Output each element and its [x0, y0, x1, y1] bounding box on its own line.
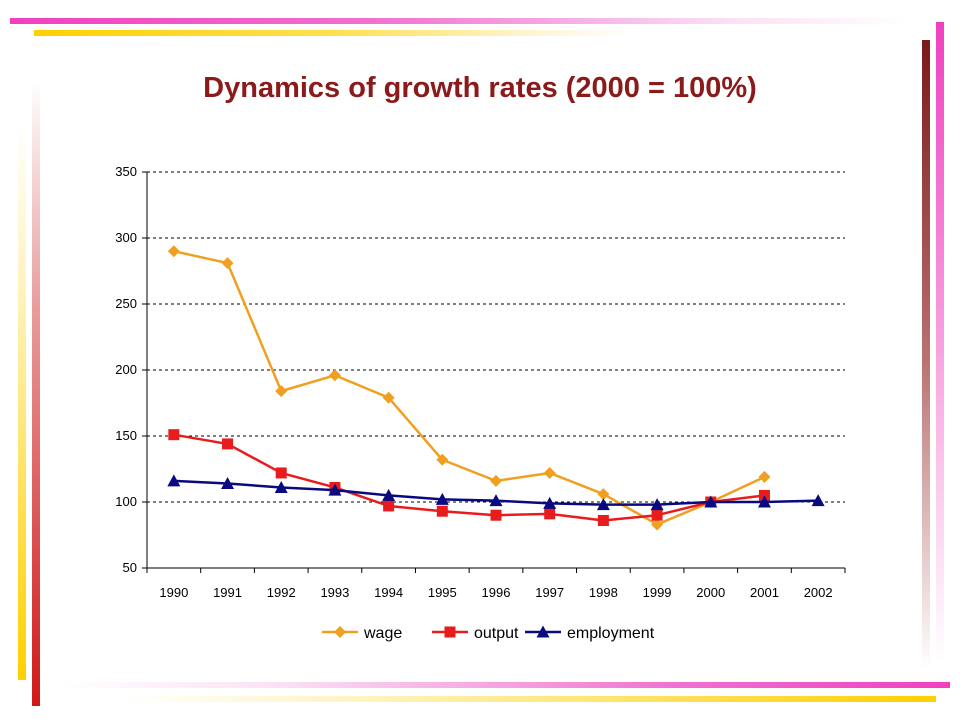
series-line-wage	[173, 249, 765, 526]
x-tick-label-2000: 2000	[696, 585, 725, 600]
decor-bar-right-pink	[936, 22, 944, 662]
point-employment-1999	[650, 498, 664, 511]
point-wage-1997	[543, 466, 556, 479]
legend-marker-output	[444, 626, 456, 638]
y-tick-label-100: 100	[115, 494, 137, 509]
point-wage-1993	[328, 369, 341, 382]
point-employment-1992	[274, 480, 288, 493]
legend-label-employment: employment	[567, 625, 655, 642]
point-employment-1997	[543, 496, 557, 509]
y-tick-label-150: 150	[115, 428, 137, 443]
decor-bar-top-pink	[10, 18, 910, 24]
point-output-1991	[222, 438, 234, 450]
point-wage-2001	[758, 470, 771, 483]
point-wage-1995	[436, 453, 449, 466]
series-line-output	[173, 433, 765, 522]
point-output-1997	[544, 508, 556, 520]
x-tick-label-1993: 1993	[320, 585, 349, 600]
x-tick-label-1992: 1992	[267, 585, 296, 600]
x-tick-label-2001: 2001	[750, 585, 779, 600]
y-tick-label-350: 350	[115, 164, 137, 179]
point-wage-1990	[167, 245, 180, 258]
point-wage-1991	[221, 257, 234, 270]
point-employment-1993	[328, 483, 342, 496]
legend-marker-employment	[536, 625, 550, 638]
point-employment-1998	[596, 498, 610, 511]
point-employment-1995	[435, 492, 449, 505]
point-employment-2000	[704, 495, 718, 508]
point-wage-1999	[651, 518, 664, 531]
point-wage-1992	[275, 385, 288, 398]
x-tick-label-1995: 1995	[428, 585, 457, 600]
decor-bar-left-yellow	[18, 120, 26, 680]
x-tick-label-2002: 2002	[804, 585, 833, 600]
slide-title: Dynamics of growth rates (2000 = 100%)	[203, 72, 757, 104]
point-output-1992	[275, 467, 287, 479]
point-wage-1998	[597, 488, 610, 501]
x-tick-label-1994: 1994	[374, 585, 403, 600]
point-output-1996	[490, 509, 502, 521]
point-employment-2002	[811, 494, 825, 507]
decor-bar-left-red	[32, 80, 40, 706]
y-tick-label-50: 50	[123, 560, 137, 575]
point-output-1995	[436, 505, 448, 517]
legend-label-output: output	[474, 625, 519, 642]
point-output-1994	[383, 500, 395, 512]
y-tick-label-250: 250	[115, 296, 137, 311]
x-tick-label-1998: 1998	[589, 585, 618, 600]
decor-bar-bottom-yellow	[120, 696, 936, 702]
x-tick-label-1999: 1999	[643, 585, 672, 600]
point-employment-1991	[221, 477, 235, 490]
point-employment-2001	[757, 495, 771, 508]
point-employment-1994	[382, 488, 396, 501]
decor-bar-right-dark	[922, 40, 930, 670]
point-output-1999	[651, 509, 663, 521]
x-tick-label-1996: 1996	[482, 585, 511, 600]
point-employment-1990	[167, 474, 181, 487]
legend-label-wage: wage	[363, 625, 402, 642]
y-tick-label-200: 200	[115, 362, 137, 377]
x-tick-label-1997: 1997	[535, 585, 564, 600]
legend-marker-wage	[334, 626, 346, 638]
point-output-2001	[758, 489, 770, 501]
y-tick-label-300: 300	[115, 230, 137, 245]
decor-bar-bottom-pink	[60, 682, 950, 688]
point-wage-1994	[382, 391, 395, 404]
decor-bar-top-yellow	[34, 30, 634, 36]
point-output-1990	[168, 429, 180, 441]
point-output-1998	[597, 514, 609, 526]
x-tick-label-1991: 1991	[213, 585, 242, 600]
point-wage-1996	[490, 474, 502, 487]
x-tick-label-1990: 1990	[159, 585, 188, 600]
point-employment-1996	[489, 494, 503, 507]
